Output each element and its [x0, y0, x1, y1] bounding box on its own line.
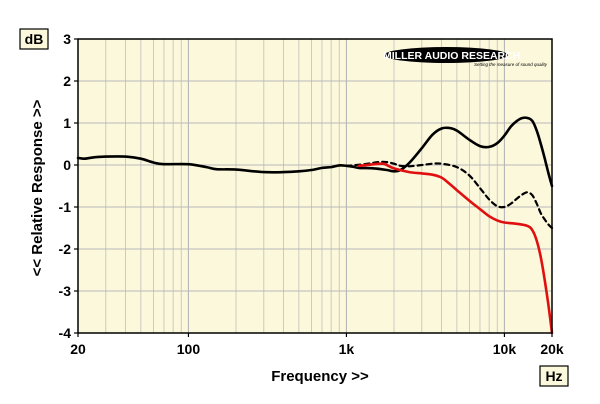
y-tick-label: 3	[63, 31, 71, 47]
series-black-solid-line	[76, 116, 554, 188]
y-unit-box: dB	[19, 28, 49, 50]
logo-tagline: Setting the measure of sound quality	[474, 62, 548, 67]
x-tick-label: 20k	[540, 341, 564, 357]
y-tick-label: -2	[59, 241, 72, 257]
series-red-line	[357, 162, 554, 335]
x-tick-labels: 20 100 1k 10k 20k	[70, 333, 564, 357]
y-tick-label: -4	[59, 325, 72, 341]
series-group	[76, 116, 554, 335]
plot-border	[77, 38, 553, 334]
x-tick-label: 20	[70, 341, 86, 357]
y-tick-label: -1	[59, 199, 72, 215]
x-axis-title: Frequency >>	[271, 368, 369, 385]
plot-area	[78, 39, 552, 333]
logo-title: MILLER AUDIO RESEARCH	[383, 50, 520, 62]
y-tick-label: -3	[59, 283, 72, 299]
series-black-dashed-line	[345, 160, 554, 230]
x-tick-label: 1k	[339, 341, 355, 357]
x-unit-box: Hz	[539, 365, 569, 387]
y-tick-label: 1	[63, 115, 71, 131]
x-tick-label: 10k	[493, 341, 517, 357]
logo: MILLER AUDIO RESEARCH Setting the measur…	[383, 47, 548, 67]
y-unit-label: dB	[25, 31, 44, 47]
y-tick-label: 0	[63, 157, 71, 173]
y-axis-title: << Relative Response >>	[29, 99, 46, 276]
logo-ellipse	[384, 47, 508, 63]
x-unit-label: Hz	[545, 368, 562, 384]
grid	[78, 39, 552, 333]
y-tick-labels: 3 2 1 0 -1 -2 -3 -4	[59, 31, 78, 341]
x-unit-frame	[539, 365, 569, 387]
x-tick-label: 100	[177, 341, 201, 357]
y-tick-label: 2	[63, 73, 71, 89]
y-unit-frame	[19, 28, 49, 50]
